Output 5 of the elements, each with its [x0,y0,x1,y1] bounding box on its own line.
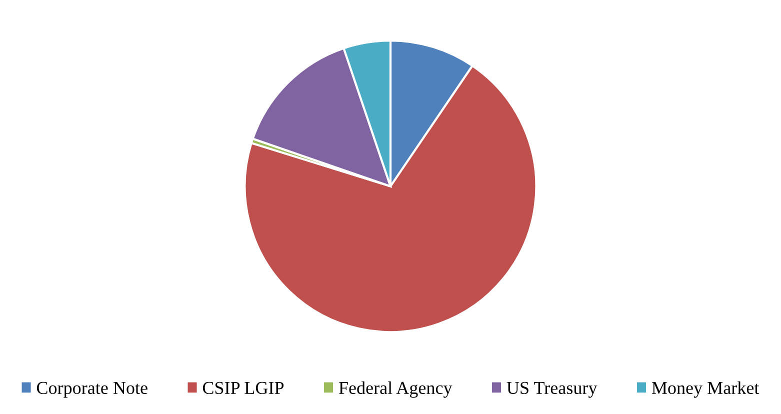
legend-label: Corporate Note [36,382,148,398]
legend-label: CSIP LGIP [202,382,284,394]
legend-label: Federal Agency [338,381,452,398]
legend-label: US Treasury [506,382,598,398]
legend-label: Money Market [652,381,760,398]
